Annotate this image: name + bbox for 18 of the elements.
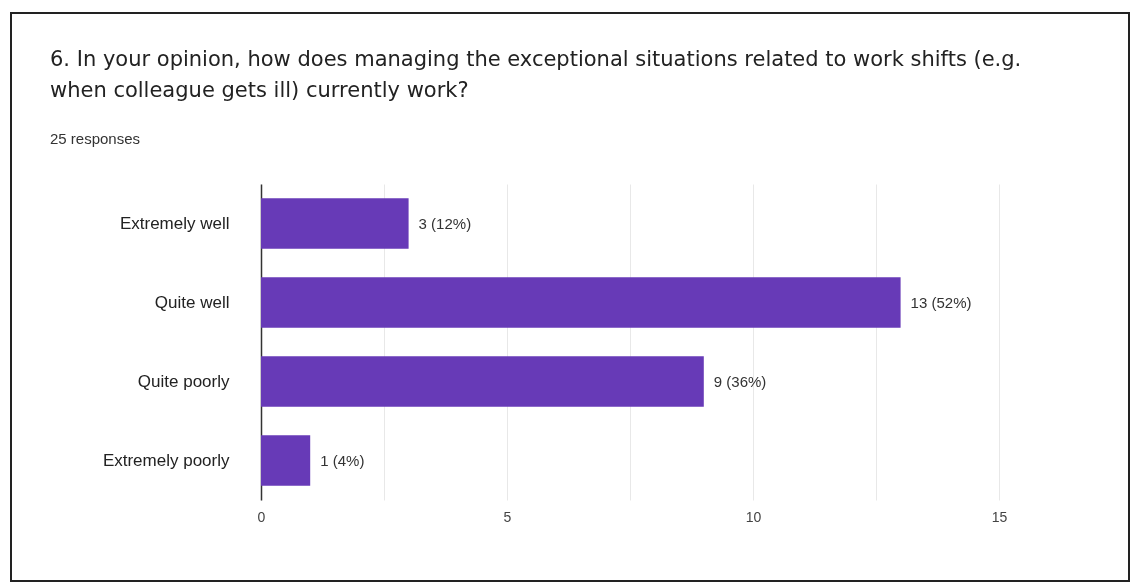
y-tick-label: Extremely poorly bbox=[102, 450, 230, 470]
text: 25 responses bbox=[50, 130, 141, 147]
data-label: 1 (4%) bbox=[320, 451, 365, 469]
x-tick-label: 15 bbox=[991, 508, 1008, 525]
chart-title: 6. In your opinion, how does managing the exceptional situations related to work shifts (e.g. when colleague gets ill) currently work? bbox=[50, 46, 1023, 104]
x-tick-label: 0 bbox=[257, 508, 266, 525]
data-label: 3 (12%) bbox=[418, 214, 472, 232]
y-tick-label: Quite well bbox=[154, 292, 230, 312]
data-label: 9 (36%) bbox=[713, 372, 767, 390]
bar bbox=[261, 198, 409, 249]
y-tick-label: Quite poorly bbox=[137, 371, 230, 391]
bar bbox=[261, 277, 901, 328]
data-label: 13 (52%) bbox=[910, 293, 972, 311]
x-tick-label: 10 bbox=[745, 508, 762, 525]
y-tick-label: Extremely well bbox=[119, 213, 230, 233]
bar bbox=[261, 435, 311, 486]
bar bbox=[261, 356, 704, 407]
x-tick-label: 5 bbox=[503, 508, 512, 525]
